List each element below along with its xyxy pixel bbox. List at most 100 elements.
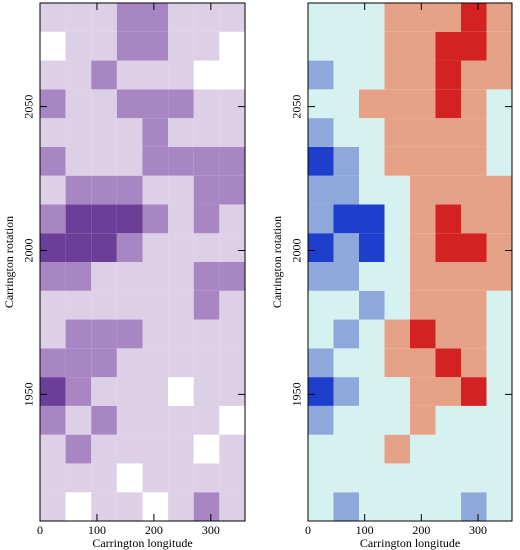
heat-cell [308,463,334,493]
heat-cell [359,290,385,320]
heat-cell [91,434,117,464]
heat-cell [359,405,385,435]
heat-cell [193,434,220,464]
heat-cell [193,290,220,320]
heat-cell [168,262,194,291]
heat-cell [461,290,487,320]
heat-cell [308,204,334,234]
heat-cell [308,348,334,378]
heat-cell [333,492,359,521]
heat-cell [219,118,245,147]
y-tick-label: 2050 [22,95,36,119]
heat-cell [142,463,169,493]
heat-cell [116,3,143,32]
heat-cell [435,3,461,32]
heat-cell [461,146,487,176]
heat-cell [142,405,169,435]
heat-cell [435,60,461,90]
heat-cell [435,262,461,291]
heat-cell [116,463,143,493]
heat-cell [410,463,436,493]
heat-cell [486,60,512,90]
heat-cell [359,492,385,521]
heat-cell [65,89,92,119]
heat-cell [308,175,334,205]
heat-cell [65,60,92,90]
heat-cell [486,348,512,378]
heat-cell [486,233,512,262]
heat-cell [116,492,143,521]
heat-cell [359,31,385,61]
heat-cell [333,3,359,32]
heat-cell [359,204,385,234]
heat-cell [333,377,359,406]
y-axis-label: Carrington rotation [2,216,16,308]
heat-cell [91,31,117,61]
heat-cell [116,60,143,90]
heat-cell [219,89,245,119]
heat-cell [410,348,436,378]
heat-cell [116,233,143,262]
heat-cell [40,89,66,119]
heat-cell [91,348,117,378]
heat-cell [219,233,245,262]
heat-cell [384,348,410,378]
heat-cell [359,319,385,349]
heat-cell [40,233,66,262]
heat-cell [65,405,92,435]
heat-cell [308,405,334,435]
heat-cell [384,463,410,493]
heat-cell [461,319,487,349]
heat-cell [193,463,220,493]
heat-cell [359,146,385,176]
heat-cell [168,348,194,378]
heat-cell [91,175,117,205]
heat-cell [333,175,359,205]
heat-cell [410,146,436,176]
heat-cell [91,262,117,291]
heat-cell [40,405,66,435]
x-tick-label: 100 [88,523,106,537]
heat-cell [40,60,66,90]
heat-cell [219,434,245,464]
heat-cell [384,492,410,521]
heat-cell [40,3,66,32]
heat-cell [486,31,512,61]
heat-cell [333,233,359,262]
heat-cell [435,146,461,176]
heat-cell [91,290,117,320]
heat-cell [384,31,410,61]
heat-cell [142,377,169,406]
heat-cell [168,463,194,493]
heat-cell [333,118,359,147]
heat-cell [461,175,487,205]
heat-cell [384,89,410,119]
heat-cell [359,118,385,147]
x-tick-label: 100 [356,523,374,537]
heat-cell [193,31,220,61]
heat-cell [168,492,194,521]
heat-cell [142,89,169,119]
heat-cell [193,118,220,147]
y-axis-label: Carrington rotation [270,216,284,308]
heat-cell [486,175,512,205]
heat-cell [308,60,334,90]
heat-cell [486,377,512,406]
heat-cell [359,89,385,119]
heat-cell [435,377,461,406]
heat-cell [461,118,487,147]
heat-cell [333,319,359,349]
y-tick-label: 1950 [22,382,36,406]
heat-cell [333,290,359,320]
heat-cell [91,3,117,32]
x-tick-label: 200 [412,523,430,537]
heat-cell [461,89,487,119]
heat-cell [308,233,334,262]
heat-cell [435,348,461,378]
heat-cell [91,319,117,349]
heat-cell [116,262,143,291]
heat-cell [193,319,220,349]
heat-cell [219,290,245,320]
heat-cell [333,31,359,61]
heat-cell [410,31,436,61]
